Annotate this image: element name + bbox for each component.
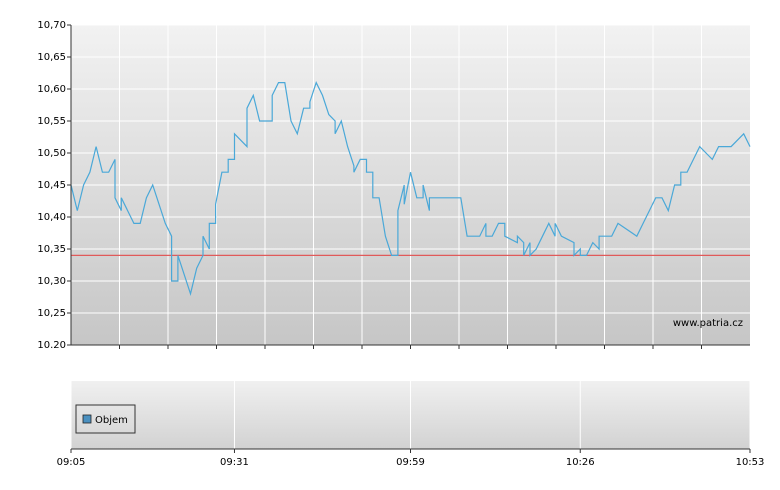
y-tick-label: 10,30 <box>37 276 66 287</box>
price-line <box>70 81 751 296</box>
legend-swatch <box>82 414 92 424</box>
x-tick-label: 10:53 <box>736 457 765 468</box>
x-tick-label: 10:26 <box>566 457 595 468</box>
y-tick-label: 10,65 <box>37 52 66 63</box>
y-tick-label: 10,25 <box>37 308 66 319</box>
y-tick-label: 10,40 <box>37 212 66 223</box>
x-tick-label: 09:59 <box>396 457 425 468</box>
y-tick-label: 10.20 <box>37 340 66 351</box>
legend-box <box>75 404 136 434</box>
watermark: www.patria.cz <box>673 318 743 329</box>
x-tick-label: 09:05 <box>57 457 86 468</box>
y-tick-label: 10,45 <box>37 180 66 191</box>
legend-label: Objem <box>95 415 128 426</box>
y-tick-label: 10,55 <box>37 116 66 127</box>
y-tick-label: 10,70 <box>37 20 66 31</box>
y-tick-label: 10,50 <box>37 148 66 159</box>
y-tick-label: 10,60 <box>37 84 66 95</box>
x-tick-label: 09:31 <box>220 457 249 468</box>
y-tick-label: 10,35 <box>37 244 66 255</box>
